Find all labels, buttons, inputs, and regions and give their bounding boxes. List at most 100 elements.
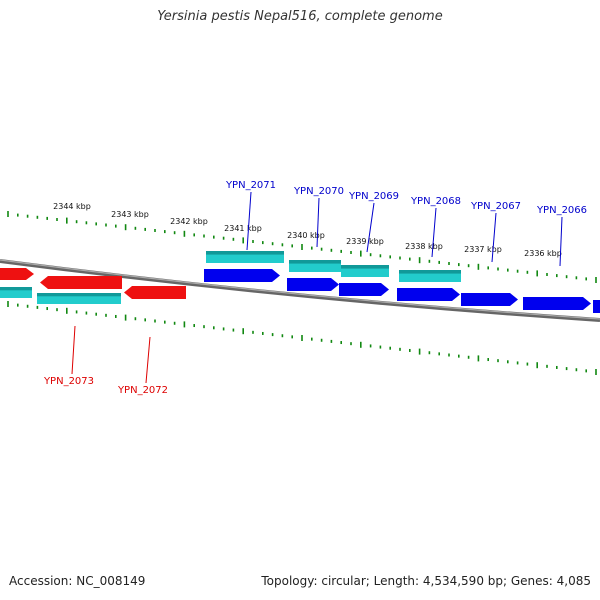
- gene-arrow-ypn-2073[interactable]: [40, 276, 122, 289]
- tick-mark: [350, 251, 352, 254]
- tick-mark: [291, 244, 293, 248]
- tick-mark: [595, 369, 597, 375]
- tick-mark: [124, 314, 127, 321]
- tick-mark: [232, 328, 235, 332]
- tick-mark: [17, 213, 19, 217]
- tick-mark: [75, 310, 78, 314]
- tick-mark: [164, 230, 166, 234]
- tick-mark: [526, 270, 529, 274]
- tick-mark: [438, 260, 440, 264]
- tick-mark: [575, 368, 578, 372]
- tick-mark: [448, 262, 450, 265]
- genome-backbone-highlight: [0, 259, 600, 320]
- tick-mark: [438, 352, 440, 356]
- cds-block-edge: [289, 260, 341, 264]
- tick-mark: [350, 342, 352, 346]
- tick-mark: [203, 234, 205, 238]
- gene-arrow-ypn-2068[interactable]: [397, 288, 460, 301]
- tick-mark: [428, 351, 431, 355]
- gene-label-ypn-2066[interactable]: YPN_2066: [536, 205, 587, 216]
- tick-mark: [291, 335, 293, 339]
- tick-mark: [252, 330, 254, 334]
- tick-mark: [242, 237, 244, 244]
- tick-mark: [75, 220, 78, 224]
- tick-mark: [154, 319, 156, 323]
- cds-block[interactable]: [37, 293, 121, 304]
- tick-mark: [213, 235, 215, 239]
- gene-arrow-ypn-2066[interactable]: [523, 297, 591, 310]
- tick-mark: [369, 253, 372, 257]
- gene-arrow-forward[interactable]: [0, 268, 34, 280]
- tick-mark: [409, 348, 411, 352]
- tick-mark: [477, 355, 480, 362]
- gene-label-ypn-2068[interactable]: YPN_2068: [410, 196, 461, 207]
- gene-arrow-ypn-2071[interactable]: [204, 269, 280, 282]
- tick-mark: [85, 221, 88, 225]
- tick-mark: [565, 275, 568, 279]
- tick-mark: [213, 326, 215, 330]
- kbp-tick-label: 2344 kbp: [53, 202, 91, 211]
- tick-mark: [487, 266, 489, 270]
- gene-arrow-ypn-2072[interactable]: [124, 286, 186, 299]
- tick-mark: [311, 246, 313, 250]
- tick-mark: [154, 229, 156, 232]
- tick-mark: [26, 304, 29, 308]
- tick-mark: [379, 345, 382, 349]
- tick-mark: [497, 267, 499, 271]
- kbp-tick-label: 2339 kbp: [346, 237, 384, 246]
- gene-label-ypn-2069[interactable]: YPN_2069: [348, 191, 399, 202]
- tick-mark: [389, 346, 391, 350]
- gene-arrow-ypn-2069[interactable]: [339, 283, 389, 296]
- leader-line-ypn-2070: [316, 197, 320, 248]
- tick-mark: [507, 360, 509, 364]
- tick-mark: [311, 337, 313, 341]
- tick-mark: [428, 259, 431, 263]
- tick-mark: [242, 328, 244, 335]
- tick-mark: [409, 257, 411, 261]
- gene-label-ypn-2071[interactable]: YPN_2071: [225, 180, 276, 191]
- tick-mark: [271, 242, 274, 246]
- tick-mark: [95, 222, 97, 226]
- tick-mark: [164, 320, 166, 324]
- gene-arrow-reverse[interactable]: [593, 300, 600, 313]
- tick-mark: [193, 233, 195, 237]
- cds-block-edge: [399, 270, 461, 274]
- tick-mark: [281, 334, 284, 338]
- tick-mark: [526, 362, 529, 366]
- tick-mark: [124, 224, 127, 231]
- tick-mark: [183, 230, 186, 237]
- gene-label-ypn-2072[interactable]: YPN_2072: [117, 385, 168, 396]
- gene-label-ypn-2067[interactable]: YPN_2067: [470, 201, 521, 212]
- tick-mark: [340, 249, 342, 253]
- genome-summary: Topology: circular; Length: 4,534,590 bp…: [261, 574, 591, 588]
- gene-label-ypn-2073[interactable]: YPN_2073: [43, 376, 94, 387]
- gene-label-ypn-2070[interactable]: YPN_2070: [293, 186, 344, 197]
- gene-arrow-ypn-2067[interactable]: [461, 293, 518, 306]
- kbp-tick-label: 2337 kbp: [464, 245, 502, 254]
- tick-mark: [399, 347, 401, 351]
- tick-mark: [448, 353, 450, 357]
- tick-mark: [340, 341, 342, 345]
- tick-mark: [585, 369, 587, 373]
- tick-mark: [301, 244, 303, 250]
- tick-mark: [262, 331, 264, 335]
- tick-mark: [105, 313, 107, 317]
- cds-block-edge: [341, 265, 389, 269]
- tick-mark: [575, 276, 578, 280]
- gene-arrow-ypn-2070[interactable]: [287, 278, 339, 291]
- cds-block[interactable]: [0, 287, 32, 298]
- tick-mark: [458, 354, 460, 358]
- tick-mark: [262, 241, 264, 245]
- tick-mark: [458, 263, 460, 267]
- tick-mark: [115, 314, 117, 318]
- leader-line-ypn-2072: [145, 336, 151, 384]
- tick-mark: [418, 257, 421, 264]
- tick-mark: [595, 277, 597, 283]
- tick-mark: [516, 269, 519, 273]
- tick-mark: [105, 223, 107, 227]
- leader-line-ypn-2068: [431, 207, 437, 258]
- kbp-tick-label: 2342 kbp: [170, 217, 208, 226]
- tick-mark: [134, 226, 137, 230]
- tick-mark: [399, 256, 401, 260]
